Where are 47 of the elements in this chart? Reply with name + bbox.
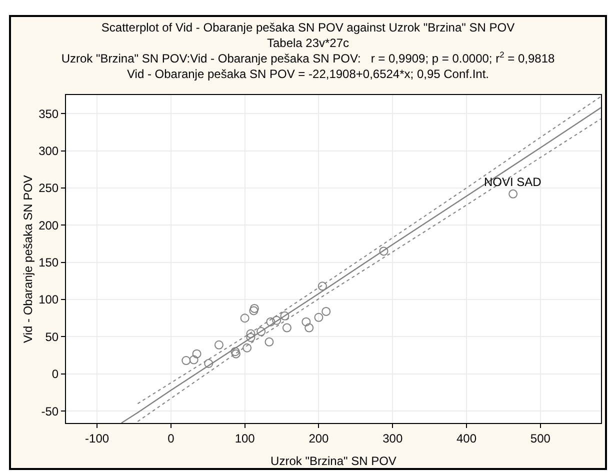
annotation: NOVI SAD — [484, 175, 542, 189]
y-tick-label: -50 — [41, 404, 59, 418]
x-tick-label: 100 — [234, 431, 256, 446]
x-tick-label: 0 — [168, 431, 175, 446]
y-tick-label: 250 — [38, 181, 59, 196]
point — [379, 246, 388, 256]
point — [246, 329, 256, 338]
point — [314, 312, 324, 322]
y-tick-label: 300 — [38, 144, 59, 158]
point — [282, 323, 292, 332]
x-axis-title: Uzrok "Brzina" SN POV — [270, 454, 396, 468]
point — [280, 311, 290, 320]
point — [204, 359, 214, 368]
point — [266, 317, 276, 326]
point — [272, 316, 282, 325]
point — [250, 304, 259, 313]
point — [249, 306, 258, 316]
point — [240, 314, 250, 323]
point — [246, 332, 256, 342]
point — [214, 340, 224, 350]
text: Tabela 23v*27c Uzrok "Brzina" SN POV:Vid - Obaranje pešaka SN POV: r = 0,9909; p = 0.0000; r$^{2}$ = 0,9818 Vid - Obaranje pešaka SN POV = -22,1908+0,6524*x; 0,95 Conf.Int. — [61, 36, 555, 82]
point — [192, 349, 202, 358]
point — [322, 306, 331, 316]
x-tick-label: 400 — [456, 431, 477, 446]
point — [182, 356, 191, 366]
x-tick-label: 300 — [382, 431, 403, 446]
x-tick-label: -100 — [85, 431, 110, 446]
point — [302, 317, 311, 326]
chart-title: Scatterplot of Vid - Obaranje pešaka SN POV against Uzrok "Brzina" SN POV — [101, 20, 515, 34]
y-tick-label: 200 — [38, 218, 59, 232]
y-axis-title: Vid - Obaranje pešaka SN POV — [21, 175, 35, 343]
point — [318, 282, 327, 291]
point — [256, 327, 266, 336]
point — [304, 323, 314, 332]
point — [264, 337, 274, 346]
point — [242, 343, 252, 352]
y-tick-label: 0 — [52, 367, 59, 382]
y-tick-label: 150 — [38, 256, 59, 270]
y-tick-label: 100 — [38, 292, 59, 307]
y-tick-label: 350 — [38, 106, 59, 121]
y-tick-label: 50 — [45, 330, 59, 344]
point — [230, 347, 240, 356]
point — [231, 349, 240, 358]
x-tick-label: 500 — [530, 431, 551, 446]
point — [189, 355, 198, 364]
x-tick-label: 200 — [308, 431, 330, 446]
point — [508, 189, 518, 198]
